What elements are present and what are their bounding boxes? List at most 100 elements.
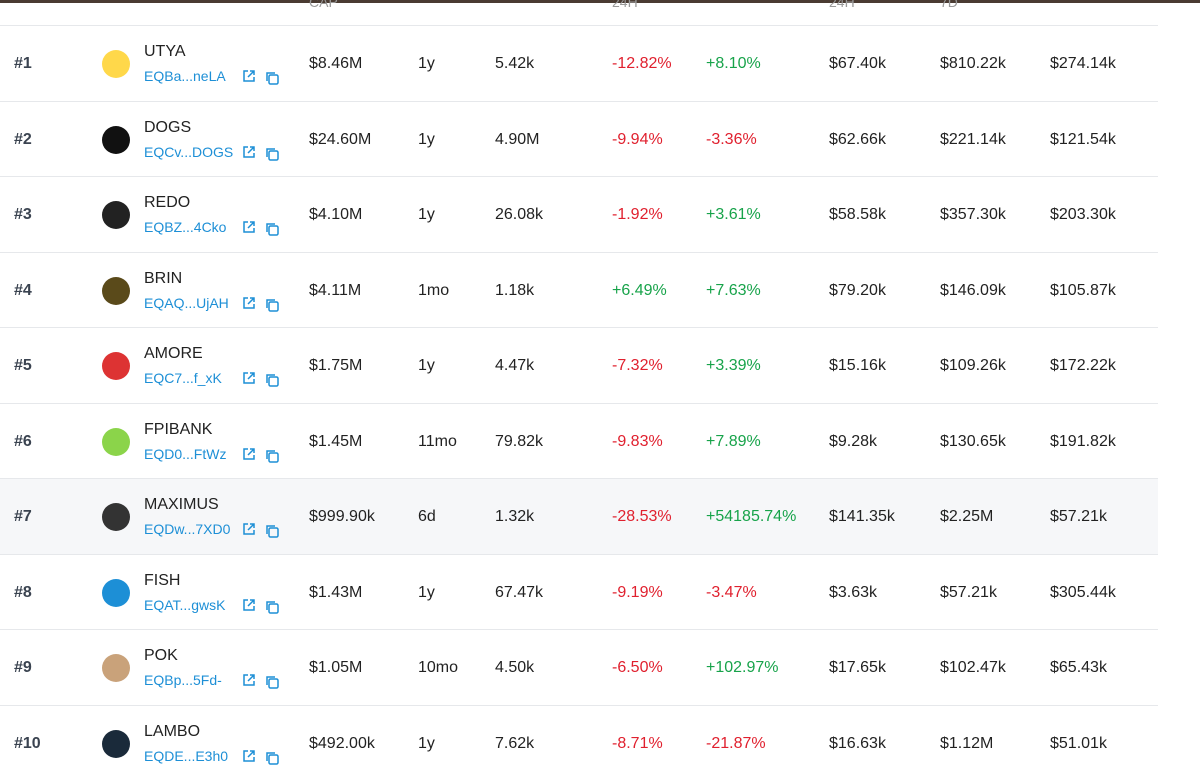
change-7d: +8.10% <box>706 55 761 72</box>
external-link-icon[interactable] <box>242 371 256 390</box>
cap: $8.46M <box>309 55 363 72</box>
token-address[interactable]: EQBZ...4Cko <box>144 219 227 235</box>
table-row[interactable]: #5 AMORE EQC7...f_xK $1.75M 1y 4.47k -7.32% +3.… <box>0 327 1158 403</box>
table-row[interactable]: #2 DOGS EQCv...DOGS $24.60M 1y 4.90M -9.94% -3.… <box>0 100 1158 177</box>
volume-7d: $146.09k <box>940 281 1006 299</box>
token-name: REDO <box>144 194 191 211</box>
copy-icon[interactable] <box>265 298 279 317</box>
change-24h: -12.82% <box>612 55 672 72</box>
token-address[interactable]: EQD0...FtWz <box>144 445 227 462</box>
cap: $24.60M <box>309 130 372 148</box>
column-header: CAP <box>309 0 338 10</box>
change-24h: -9.94% <box>612 130 663 148</box>
volume-24h: $3.63k <box>829 583 878 601</box>
token-icon <box>102 50 130 78</box>
token-icon <box>102 578 130 607</box>
cap: $999.90k <box>309 508 375 525</box>
last: $274.14k <box>1050 55 1116 72</box>
age: 1y <box>418 734 435 752</box>
holders: 4.47k <box>495 357 535 374</box>
volume-24h: $79.20k <box>829 281 886 299</box>
copy-icon[interactable] <box>265 675 279 694</box>
holders: 1.18k <box>495 281 535 299</box>
table-row[interactable]: #1 UTYA EQBa...neLA $8.46M 1y 5.42k -12.82% +8.… <box>0 25 1158 101</box>
external-link-icon[interactable] <box>242 522 256 541</box>
age: 11mo <box>418 432 457 450</box>
table-row[interactable]: #9 POK EQBp...5Fd- $1.05M 10mo 4.50k -6.50% +10… <box>0 629 1158 705</box>
token-address[interactable]: EQDw...7XD0 <box>144 521 231 537</box>
cap: $1.43M <box>309 583 363 601</box>
token-name: FISH <box>144 571 181 589</box>
token-address[interactable]: EQAT...gwsK <box>144 596 226 613</box>
copy-icon[interactable] <box>265 751 279 770</box>
cap: $1.75M <box>309 357 363 374</box>
table-row[interactable]: #3 REDO EQBZ...4Cko $4.10M 1y 26.08k -1.92% +3.… <box>0 176 1158 252</box>
token-name: DOGS <box>144 118 192 136</box>
holders: 67.47k <box>495 583 544 601</box>
holders: 4.90M <box>495 130 540 148</box>
rank: #10 <box>14 734 41 752</box>
table-row[interactable]: #6 FPIBANK EQD0...FtWz $1.45M 11mo 79.82k -9.8… <box>0 402 1158 479</box>
rank: #5 <box>14 357 32 374</box>
token-icon <box>102 276 130 305</box>
volume-24h: $62.66k <box>829 130 886 148</box>
external-link-icon[interactable] <box>242 673 256 692</box>
copy-icon[interactable] <box>265 600 279 619</box>
token-icon <box>102 427 130 456</box>
age: 6d <box>418 508 436 525</box>
volume-7d: $357.30k <box>940 206 1006 223</box>
last: $305.44k <box>1050 583 1116 601</box>
rank: #6 <box>14 432 32 450</box>
external-link-icon[interactable] <box>242 145 256 164</box>
table-row[interactable]: #4 BRIN EQAQ...UjAH $4.11M 1mo 1.18k +6.49% +7.… <box>0 251 1158 328</box>
change-24h: -7.32% <box>612 357 663 374</box>
copy-icon[interactable] <box>265 524 279 543</box>
change-7d: +7.63% <box>706 281 761 299</box>
token-address[interactable]: EQCv...DOGS <box>144 143 234 160</box>
volume-7d: $109.26k <box>940 357 1006 374</box>
age: 1y <box>418 357 435 374</box>
token-name: BRIN <box>144 269 183 287</box>
copy-icon[interactable] <box>265 147 279 166</box>
copy-icon[interactable] <box>265 71 279 90</box>
table-row[interactable]: #7 MAXIMUS EQDw...7XD0 $999.90k 6d 1.32k -28.5… <box>0 478 1158 554</box>
change-24h: -1.92% <box>612 206 663 223</box>
external-link-icon[interactable] <box>242 296 256 315</box>
change-24h: +6.49% <box>612 281 667 299</box>
last: $105.87k <box>1050 281 1116 299</box>
last: $203.30k <box>1050 206 1116 223</box>
holders: 26.08k <box>495 206 544 223</box>
last: $121.54k <box>1050 130 1116 148</box>
token-name: FPIBANK <box>144 420 213 438</box>
external-link-icon[interactable] <box>242 447 256 466</box>
cap: $1.45M <box>309 432 363 450</box>
token-icon <box>102 352 130 380</box>
change-7d: +3.61% <box>706 206 761 223</box>
token-address[interactable]: EQC7...f_xK <box>144 370 222 386</box>
last: $51.01k <box>1050 734 1107 752</box>
external-link-icon[interactable] <box>242 69 256 88</box>
token-address[interactable]: EQBp...5Fd- <box>144 672 222 688</box>
copy-icon[interactable] <box>265 222 279 241</box>
copy-icon[interactable] <box>265 373 279 392</box>
change-24h: -8.71% <box>612 734 663 752</box>
cap: $492.00k <box>309 734 375 752</box>
age: 10mo <box>418 659 459 676</box>
rank: #9 <box>14 659 32 676</box>
table-row[interactable]: #10 LAMBO EQDE...E3h0 $492.00k 1y 7.62k -8.71%… <box>0 704 1158 777</box>
external-link-icon[interactable] <box>242 598 256 617</box>
last: $57.21k <box>1050 508 1107 525</box>
holders: 4.50k <box>495 659 535 676</box>
volume-7d: $130.65k <box>940 432 1006 450</box>
external-link-icon[interactable] <box>242 749 256 768</box>
token-address[interactable]: EQAQ...UjAH <box>144 294 229 311</box>
external-link-icon[interactable] <box>242 220 256 239</box>
copy-icon[interactable] <box>265 449 279 468</box>
token-icon <box>102 503 130 531</box>
age: 1mo <box>418 281 450 299</box>
volume-7d: $810.22k <box>940 55 1006 72</box>
token-address[interactable]: EQDE...E3h0 <box>144 747 229 764</box>
change-7d: +102.97% <box>706 659 779 676</box>
token-address[interactable]: EQBa...neLA <box>144 68 226 84</box>
table-row[interactable]: #8 FISH EQAT...gwsK $1.43M 1y 67.47k -9.19% -3.… <box>0 553 1158 630</box>
